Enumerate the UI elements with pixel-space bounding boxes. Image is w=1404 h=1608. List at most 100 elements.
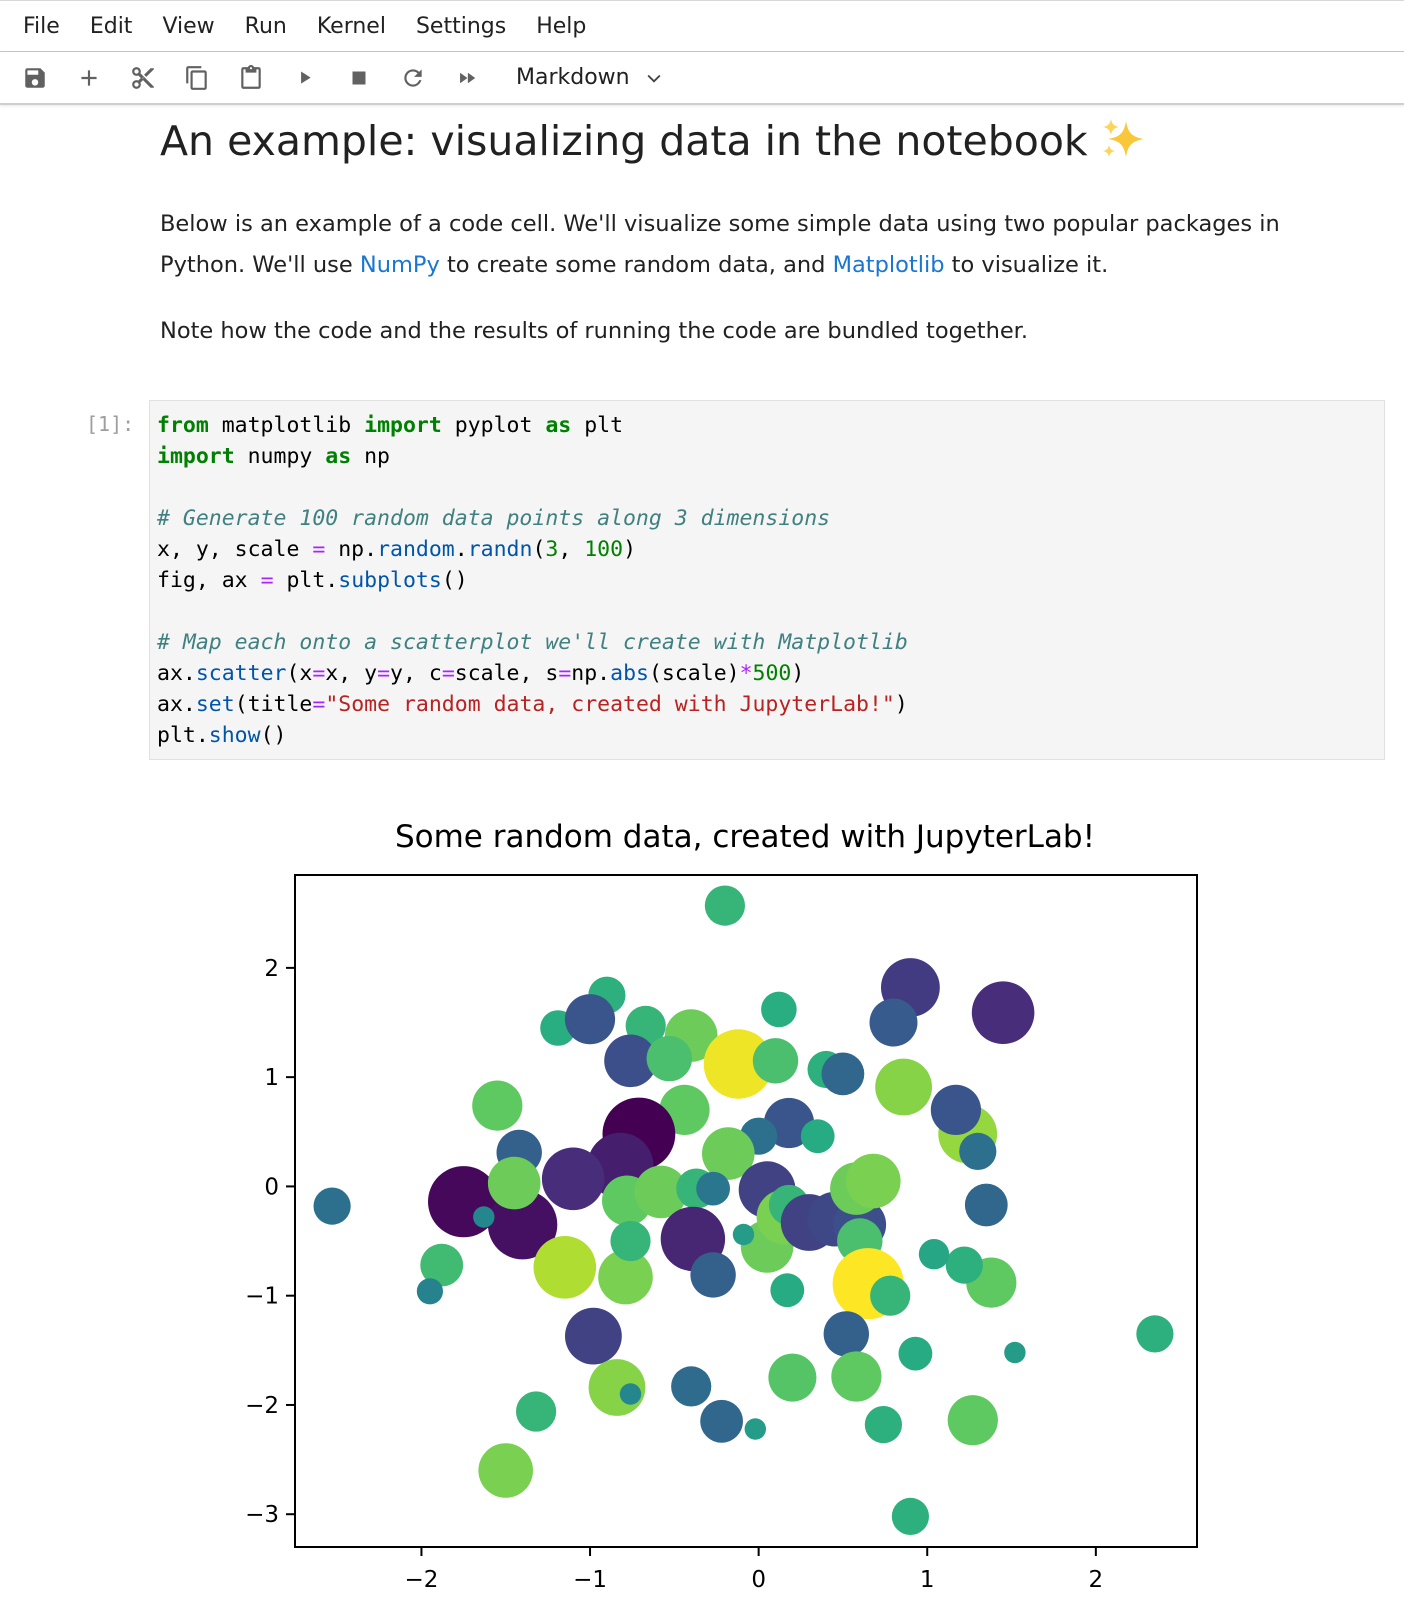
scatter-point [487, 1156, 541, 1210]
scatter-point [823, 1311, 869, 1357]
scatter-point [472, 1080, 523, 1131]
execution-count-prompt: [1]: [86, 412, 135, 436]
scatter-point [869, 998, 918, 1047]
restart-run-all-button[interactable] [440, 57, 494, 99]
scatter-point [646, 1035, 692, 1082]
scatter-point [703, 1029, 774, 1099]
cut-button[interactable] [116, 57, 170, 99]
scatter-point [478, 1443, 533, 1498]
scatter-point [964, 1183, 1008, 1227]
code-line: plt.show() [157, 723, 287, 748]
code-line: x, y, scale = np.random.randn(3, 100) [157, 537, 637, 562]
scatter-point [598, 1249, 653, 1305]
stop-button[interactable] [332, 57, 386, 99]
y-tick-label: −2 [245, 1393, 279, 1419]
scatter-point [416, 1278, 443, 1305]
menu-help[interactable]: Help [536, 13, 587, 39]
code-line: import numpy as np [157, 444, 391, 469]
scatter-point [800, 1119, 835, 1154]
scatter-point [875, 1058, 932, 1116]
code-line [157, 472, 908, 503]
save-button[interactable] [8, 57, 62, 99]
numpy-link[interactable]: NumPy [359, 252, 440, 278]
x-tick-label: −1 [573, 1567, 607, 1593]
paste-icon [241, 64, 261, 89]
y-tick-label: 1 [264, 1065, 279, 1091]
scatter-point [846, 1153, 901, 1209]
scatter-point [959, 1132, 997, 1170]
menu-view[interactable]: View [162, 13, 215, 39]
code-line: from matplotlib import pyplot as plt [157, 413, 624, 438]
chevron-down-icon [647, 74, 661, 83]
run-button[interactable] [278, 57, 332, 99]
scatter-point [313, 1187, 351, 1225]
code-line: # Map each onto a scatterplot we'll crea… [157, 630, 908, 655]
code-cell-editor[interactable] [149, 400, 1385, 760]
add-icon [81, 69, 97, 86]
matplotlib-link[interactable]: Matplotlib [832, 252, 945, 278]
y-tick-label: 2 [264, 956, 279, 982]
save-icon [25, 67, 45, 88]
output-figure: Some random data, created with JupyterLa… [0, 790, 1404, 1608]
scatter-point [604, 1034, 657, 1088]
scatter-point [971, 981, 1035, 1044]
x-tick-label: 1 [920, 1567, 935, 1593]
menu-file[interactable]: File [23, 13, 60, 39]
fast-forward-icon [460, 72, 476, 83]
para1-text-a: Below is an example of a code cell. We'l… [160, 211, 1280, 278]
chart-title: Some random data, created with JupyterLa… [395, 819, 1095, 855]
code-cell-source[interactable]: from matplotlib import pyplot as plt impo… [157, 410, 908, 751]
y-tick-label: −3 [245, 1502, 279, 1528]
scatter-point [768, 1353, 817, 1402]
axis-ticks: −2 −1 0 1 2 −3 −2 −1 0 1 2 [245, 956, 1103, 1593]
scatter-point [634, 1165, 688, 1219]
scatter-point [744, 1418, 766, 1440]
restart-icon [404, 68, 422, 87]
plot-area-frame [294, 874, 1198, 1548]
scatter-chart: Some random data, created with JupyterLa… [245, 819, 1198, 1593]
code-line [157, 596, 908, 627]
scatter-point [671, 1366, 712, 1407]
paste-button[interactable] [224, 57, 278, 99]
scatter-point [831, 1351, 882, 1402]
scatter-point [930, 1084, 982, 1135]
scatter-point [690, 1252, 736, 1298]
scatter-point [533, 1236, 597, 1299]
x-tick-label: −2 [404, 1567, 438, 1593]
scatter-point [541, 1147, 605, 1211]
scatter-point [864, 1406, 903, 1444]
x-tick-label: 0 [751, 1567, 766, 1593]
restart-button[interactable] [386, 57, 440, 99]
code-line: ax.set(title="Some random data, created … [157, 692, 908, 717]
code-line: # Generate 100 random data points along … [157, 506, 831, 531]
scatter-point [564, 994, 616, 1045]
menu-run[interactable]: Run [244, 13, 287, 39]
cut-icon [132, 66, 154, 89]
menu-kernel[interactable]: Kernel [316, 13, 386, 39]
scatter-point [752, 1038, 799, 1084]
code-line: fig, ax = plt.subplots() [157, 568, 468, 593]
run-icon [301, 71, 311, 84]
y-tick-label: 0 [264, 1174, 279, 1200]
copy-icon [186, 65, 207, 90]
heading-text: An example: visualizing data in the note… [160, 117, 1088, 165]
markdown-paragraph-1: Below is an example of a code cell. We'l… [160, 204, 1330, 286]
copy-button[interactable] [170, 57, 224, 99]
menu-settings[interactable]: Settings [415, 13, 507, 39]
scatter-point [918, 1239, 950, 1270]
scatter-point [1136, 1315, 1174, 1353]
menu-edit[interactable]: Edit [89, 13, 133, 39]
para1-text-b: to create some random data, and [439, 252, 833, 278]
cell-type-select[interactable]: Markdown [516, 57, 664, 99]
menu-bar: File Edit View Run Kernel Settings Help [0, 0, 1404, 52]
scatter-point [870, 1275, 911, 1316]
add-cell-button[interactable] [62, 57, 116, 99]
stop-icon [352, 71, 366, 84]
scatter-point [898, 1336, 933, 1371]
scatter-point [704, 885, 746, 926]
scatter-point [891, 1497, 930, 1535]
scatter-point [732, 1223, 755, 1246]
markdown-paragraph-2: Note how the code and the results of run… [160, 318, 1029, 344]
cell-type-label: Markdown [516, 65, 630, 90]
scatter-points [313, 885, 1174, 1535]
